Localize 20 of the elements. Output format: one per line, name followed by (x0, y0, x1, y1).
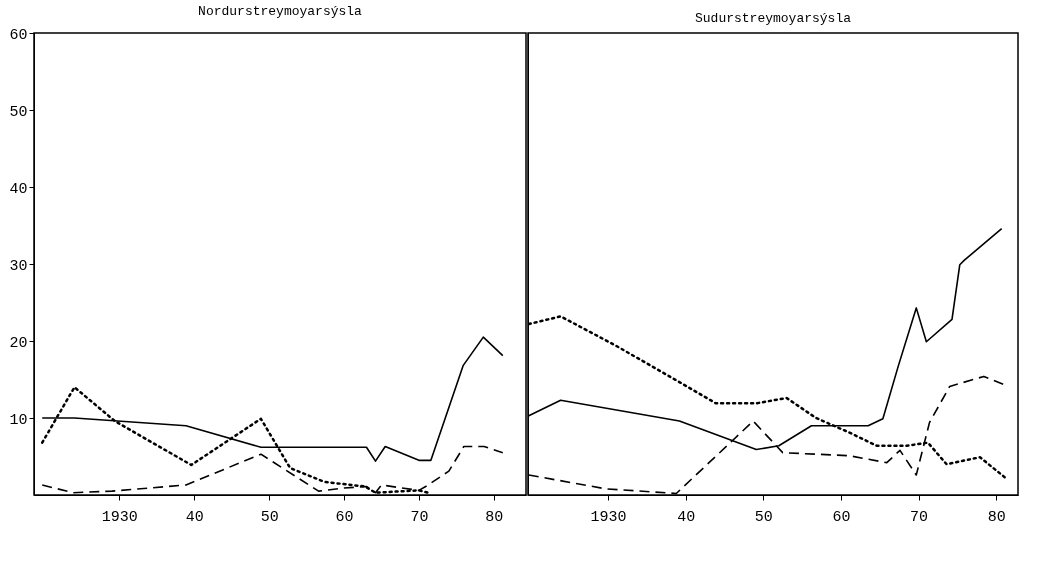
chart-title: Sudurstreymoyarsýsla (694, 11, 852, 26)
chart-title: Nordurstreymoyarsýsla (198, 4, 363, 19)
x-tick-label: 60 (335, 508, 354, 526)
y-tick-label: 50 (9, 103, 28, 121)
x-tick-label: 70 (410, 508, 429, 526)
y-tick-label: 10 (9, 411, 28, 429)
x-tick-label: 50 (260, 508, 279, 526)
x-tick-label: 80 (987, 508, 1006, 526)
y-tick-label: 60 (9, 26, 28, 44)
x-tick-label: 1930 (590, 508, 627, 526)
x-tick-label: 40 (185, 508, 204, 526)
x-tick-label: 80 (485, 508, 504, 526)
y-tick-label: 30 (9, 257, 28, 275)
x-tick-label: 50 (754, 508, 773, 526)
x-tick-label: 70 (910, 508, 929, 526)
x-tick-label: 60 (832, 508, 851, 526)
x-tick-label: 40 (677, 508, 696, 526)
x-tick-label: 1930 (101, 508, 138, 526)
y-tick-label: 20 (9, 334, 28, 352)
y-tick-label: 40 (9, 180, 28, 198)
